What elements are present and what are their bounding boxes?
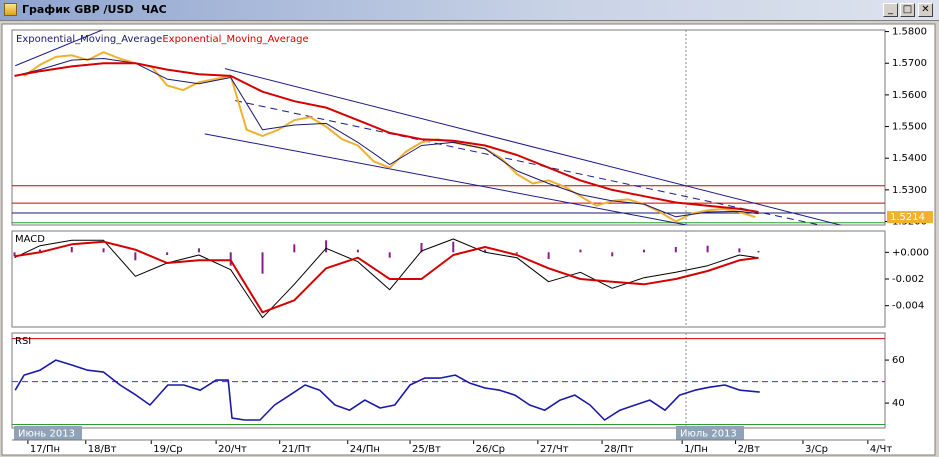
trend-line — [204, 133, 690, 225]
y-tick-label: 60 — [892, 355, 905, 366]
y-tick-label: 1.5600 — [892, 90, 927, 101]
plot — [13, 231, 760, 327]
x-tick-label: 20/Чт — [218, 444, 247, 455]
x-tick-label: 24/Пн — [350, 444, 380, 455]
x-tick-label: 2/Вт — [738, 444, 761, 455]
y-tick-label: 40 — [892, 398, 905, 409]
panel: 60 40 RSI — [11, 332, 905, 429]
period-label-box — [14, 426, 82, 440]
series-line — [14, 238, 759, 319]
x-tick-label: 1/Пн — [684, 444, 708, 455]
y-tick-label: 1.5400 — [892, 153, 927, 164]
panel: +0.000 -0.002 -0.004 MACD — [11, 230, 929, 328]
y-tick-label: 1.5500 — [892, 122, 927, 133]
plot — [12, 30, 885, 225]
y-tick-label: 1.5700 — [892, 58, 927, 69]
series-line — [14, 62, 759, 213]
legend-entry: Exponential_Moving_Average — [16, 34, 162, 45]
close-button[interactable]: ✕ — [918, 3, 933, 17]
maximize-button[interactable]: □ — [900, 3, 915, 17]
panel-frame — [11, 230, 886, 328]
panel-title: RSI — [15, 336, 31, 347]
panel-frame — [11, 29, 886, 226]
y-tick-label: +0.000 — [892, 247, 929, 258]
y-tick-label: 1.5800 — [892, 27, 927, 38]
period-label-box — [675, 426, 744, 440]
last-price-label: 1.5214 — [890, 212, 925, 223]
x-tick-label: 21/Пт — [282, 444, 312, 455]
series-line — [14, 359, 760, 421]
x-tick-label: 18/Вт — [88, 444, 117, 455]
x-tick-label: 19/Ср — [153, 444, 182, 455]
x-tick-label: 25/Вт — [412, 444, 441, 455]
window-title: График GBP /USD ЧАС — [22, 3, 167, 16]
x-tick-label: 3/Ср — [805, 444, 828, 455]
panel-frame — [11, 332, 886, 429]
period-label: Июль 2013 — [680, 429, 737, 440]
y-tick-label: -0.004 — [892, 301, 924, 312]
trend-line — [14, 30, 104, 67]
panel: 1.5800 1.5700 1.5600 1.5500 1.5400 1.5300 1.52… — [11, 27, 933, 228]
trend-line — [224, 68, 843, 225]
y-tick-label: -0.002 — [892, 274, 924, 285]
series-line — [14, 240, 759, 314]
panel-title: MACD — [15, 234, 45, 245]
y-tick-label: 1.5300 — [892, 185, 927, 196]
last-price-box — [887, 211, 933, 224]
x-tick-label: 4/Чт — [870, 444, 893, 455]
x-tick-label: 27/Чт — [540, 444, 569, 455]
title-bar: График GBP /USD ЧАС _ □ ✕ — [0, 0, 939, 21]
window-icon — [4, 3, 17, 16]
legend-entry: Exponential_Moving_Average — [162, 34, 308, 45]
plot — [12, 333, 885, 428]
trend-line — [235, 100, 820, 225]
x-tick-label: 26/Ср — [476, 444, 505, 455]
x-tick-label: 17/Пн — [30, 444, 60, 455]
period-label: Июнь 2013 — [18, 429, 75, 440]
x-tick-label: 28/Пт — [604, 444, 634, 455]
minimize-button[interactable]: _ — [883, 3, 898, 17]
chart-area: 1.5800 1.5700 1.5600 1.5500 1.5400 1.5300 1.52… — [1, 23, 936, 456]
